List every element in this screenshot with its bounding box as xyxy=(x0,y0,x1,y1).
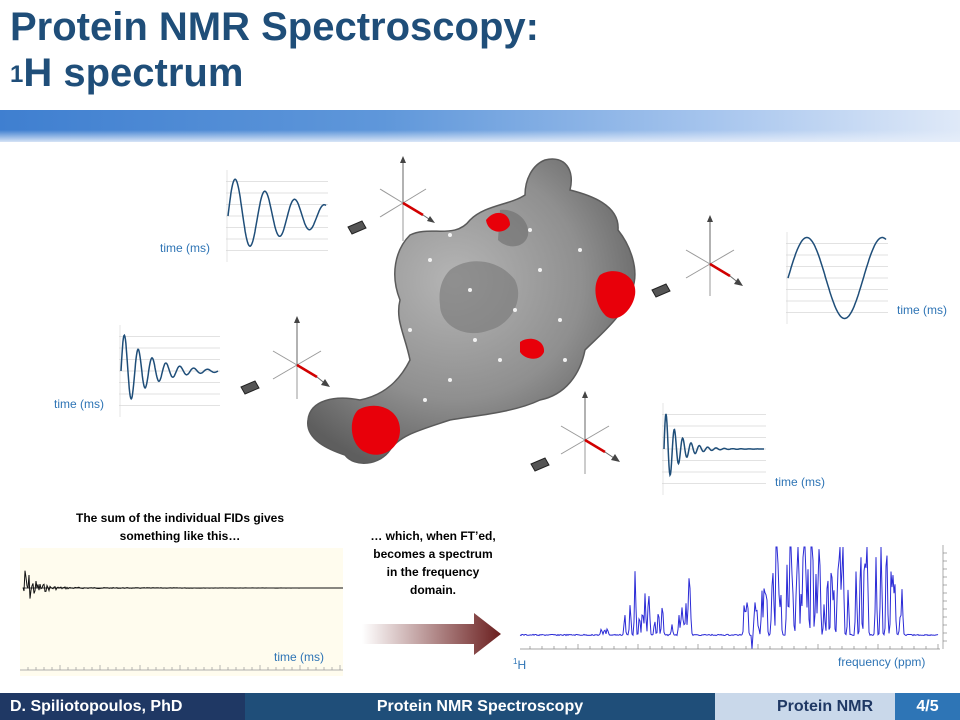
footer-bar: D. Spiliotopoulos, PhD Protein NMR Spect… xyxy=(0,693,960,720)
title-line-2: H spectrum xyxy=(23,51,244,95)
coordinate-frame-left xyxy=(240,316,330,399)
footer-section: Protein NMR xyxy=(715,693,895,720)
footer-author: D. Spiliotopoulos, PhD xyxy=(0,693,245,720)
coordinate-frame-bottom xyxy=(530,391,620,474)
nucleus-label: 1H xyxy=(513,657,527,672)
sum-time-label: time (ms) xyxy=(274,650,324,664)
title-gradient-band xyxy=(0,110,960,142)
protein-surface-image xyxy=(307,158,636,464)
ft-arrow-icon xyxy=(362,613,501,655)
ft-caption: … which, when FT’ed, becomes a spectrum … xyxy=(370,529,496,597)
fid-time-label-right: time (ms) xyxy=(897,303,947,317)
footer-page-number: 4/5 xyxy=(895,693,960,720)
h1-spectrum-plot xyxy=(519,545,947,650)
fid-plot-bottom-right xyxy=(662,403,766,495)
fid-plot-right xyxy=(786,232,888,324)
footer-course: Protein NMR Spectroscopy xyxy=(245,693,715,720)
title-superscript: 1 xyxy=(10,61,24,88)
coordinate-frame-top xyxy=(347,156,435,241)
fid-plot-top-left xyxy=(226,170,328,262)
fid-time-label-mid-left: time (ms) xyxy=(54,397,104,411)
fid-time-label-top-left: time (ms) xyxy=(160,241,210,255)
slide-title: Protein NMR Spectroscopy: 1H spectrum xyxy=(10,4,539,96)
title-line-1: Protein NMR Spectroscopy: xyxy=(10,5,539,49)
summed-fid-plot xyxy=(20,548,343,676)
coordinate-frame-right xyxy=(651,215,743,298)
sum-caption: The sum of the individual FIDs gives som… xyxy=(75,511,285,543)
fid-time-label-bottom-right: time (ms) xyxy=(775,475,825,489)
frequency-axis-label: frequency (ppm) xyxy=(838,655,926,669)
fid-plot-mid-left xyxy=(119,325,220,417)
